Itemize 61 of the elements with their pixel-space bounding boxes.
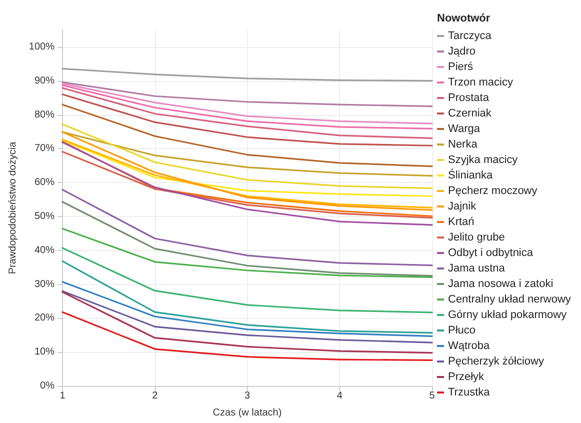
- y-tick-label: 70%: [34, 143, 55, 154]
- legend-label: Ślinianka: [448, 168, 494, 182]
- y-tick-label: 60%: [34, 177, 55, 188]
- y-axis-title: Prawdopodobieństwo dożycia: [8, 141, 18, 274]
- legend-label: Czerniak: [448, 108, 492, 120]
- line-series: [62, 150, 433, 219]
- line-series: [62, 81, 433, 108]
- legend-label: Jądro: [448, 46, 476, 58]
- legend-label: Przełyk: [448, 371, 485, 383]
- x-tick-label: 1: [60, 390, 66, 402]
- line-series: [62, 201, 433, 277]
- y-tick-label: 90%: [34, 75, 55, 86]
- y-tick-label: 10%: [34, 346, 55, 358]
- line-series: [62, 131, 433, 177]
- x-axis-title: Czas (w latach): [212, 408, 282, 418]
- y-tick-label: 50%: [34, 210, 55, 222]
- x-tick-label: 3: [244, 390, 250, 402]
- line-series: [62, 123, 433, 190]
- x-tick-label: 4: [336, 390, 343, 402]
- legend-label: Pęcherz moczowy: [448, 185, 538, 197]
- legend-label: Tarczyca: [448, 30, 492, 42]
- legend-label: Prostata: [448, 92, 490, 104]
- line-series: [62, 104, 433, 168]
- legend-label: Wątroba: [448, 340, 490, 352]
- line-series: [62, 68, 433, 82]
- y-tick-label: 40%: [34, 244, 55, 256]
- line-series: [62, 311, 433, 362]
- legend-label: Trzon macicy: [448, 76, 514, 88]
- line-series: [62, 281, 433, 337]
- line-series: [62, 247, 433, 314]
- legend-label: Jajnik: [448, 200, 477, 212]
- legend-label: Jama nosowa i zatoki: [448, 278, 554, 290]
- line-series: [62, 94, 433, 146]
- line-series: [62, 260, 433, 334]
- line-series: [62, 290, 433, 344]
- legend-label: Pęcherzyk żółciowy: [448, 356, 544, 368]
- y-tick-label: 80%: [34, 109, 55, 120]
- legend-label: Płuco: [448, 324, 476, 336]
- y-tick-label: 100%: [28, 41, 55, 52]
- line-series: [62, 87, 433, 139]
- legend-label: Warga: [448, 123, 481, 135]
- x-tick-label: 2: [152, 390, 158, 402]
- y-tick-label: 0%: [40, 380, 55, 392]
- legend-label: Krtań: [448, 216, 474, 228]
- legend-label: Odbyt i odbytnica: [448, 247, 534, 259]
- legend-label: Centralny układ nerwowy: [448, 294, 572, 306]
- legend-label: Jama ustna: [448, 262, 506, 274]
- legend-label: Trzustka: [448, 386, 491, 398]
- line-series: [62, 140, 433, 197]
- x-tick-label: 5: [429, 390, 436, 402]
- legend-label: Nerka: [448, 138, 478, 150]
- legend-label: Pierś: [448, 61, 474, 73]
- line-series: [62, 188, 433, 266]
- legend-label: Górny układ pokarmowy: [448, 309, 568, 321]
- legend-label: Jelito grube: [448, 232, 505, 244]
- line-series: [62, 291, 433, 354]
- legend-title: Nowotwór: [437, 12, 491, 24]
- y-tick-label: 30%: [34, 278, 55, 290]
- y-tick-label: 20%: [34, 312, 55, 324]
- legend-label: Szyjka macicy: [448, 154, 518, 166]
- line-series: [62, 228, 433, 278]
